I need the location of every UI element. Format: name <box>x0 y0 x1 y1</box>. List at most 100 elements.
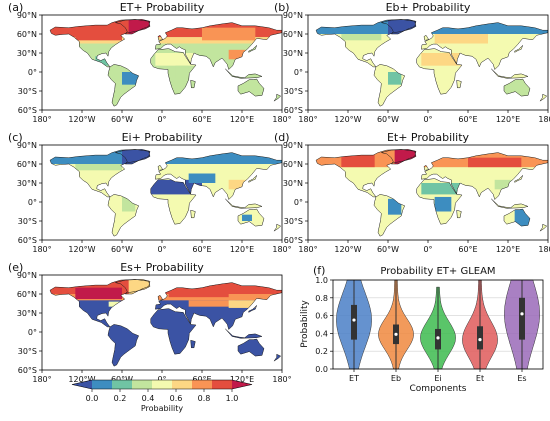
map-body-a <box>42 15 282 110</box>
probability-zone <box>95 56 109 66</box>
coastline-namerica <box>49 19 151 68</box>
coastline-greenland <box>381 19 417 35</box>
lat-tick-label: 60°S <box>284 106 303 115</box>
colorbar-cell <box>112 380 132 389</box>
colorbar-label: Probability <box>141 404 184 413</box>
coastline-namerica <box>49 279 151 328</box>
coastline-eurasia <box>155 22 282 70</box>
coastline-africa <box>150 48 197 95</box>
lat-tick-label: 60°S <box>18 366 37 375</box>
lat-tick-label: 30°N <box>283 49 303 58</box>
lat-tick-label: 0° <box>28 198 37 207</box>
probability-zone <box>108 301 122 307</box>
violin-title: Probability ET+ GLEAM <box>380 266 495 277</box>
lon-tick-label: 120°W <box>334 245 361 254</box>
lon-tick-label: 180° <box>32 115 51 124</box>
colorbar-cell <box>192 380 212 389</box>
coastline-eurasia <box>155 152 282 200</box>
probability-zone <box>341 34 382 41</box>
lat-tick-label: 90°N <box>17 271 37 280</box>
coastline-indonesia <box>225 198 263 209</box>
lat-tick-label: 60°N <box>17 290 37 299</box>
coastline-newzealand <box>539 93 548 102</box>
violin-median <box>436 336 440 340</box>
coastline-uk <box>423 164 430 171</box>
lat-tick-label: 0° <box>294 68 303 77</box>
probability-zone <box>75 287 122 300</box>
lon-tick-label: 180° <box>272 245 291 254</box>
lon-tick-label: 0° <box>157 115 166 124</box>
coastline-japan <box>248 305 257 313</box>
violin-iqr-box <box>519 297 525 340</box>
violin-xtick-label: ET <box>349 374 359 383</box>
lon-tick-label: 60°E <box>458 245 477 254</box>
violin-median <box>520 312 524 316</box>
colorbar: 0.0 0.2 0.4 0.6 0.8 1.0 Probability <box>71 379 253 413</box>
colorbar-cell <box>92 380 112 389</box>
coastline-newzealand <box>273 223 282 232</box>
lat-tick-label: 60°N <box>283 160 303 169</box>
violin-median <box>394 332 398 336</box>
coastline-samerica <box>107 64 140 107</box>
violin-xtick-label: Et <box>476 374 484 383</box>
lon-tick-label: 60°W <box>377 115 399 124</box>
coastline-samerica <box>107 324 140 367</box>
violin-xtick-label: Eb <box>391 374 401 383</box>
lat-tick-label: 90°N <box>283 11 303 20</box>
coastline-eurasia <box>155 282 282 330</box>
violin-xtick-label: Es <box>517 374 526 383</box>
violin-ytick-label: 0.8 <box>315 294 328 303</box>
coastline-australia <box>503 208 531 227</box>
coastline-japan <box>514 45 523 53</box>
panel-title-a: ET+ Probability <box>120 1 205 14</box>
colorbar-tick-label: 0.4 <box>142 394 155 403</box>
lat-tick-label: 30°N <box>17 49 37 58</box>
lon-tick-label: 120°W <box>68 115 95 124</box>
colorbar-cell <box>232 380 252 389</box>
lat-tick-label: 60°S <box>18 236 37 245</box>
panel-label-d: (d) <box>274 131 290 144</box>
coastline-namerica <box>315 149 417 198</box>
coastline-africa <box>416 178 463 225</box>
lon-tick-label: 180° <box>298 245 317 254</box>
lon-tick-label: 180° <box>272 375 291 384</box>
panel-title-e: Es+ Probability <box>120 261 204 274</box>
lon-tick-label: 60°W <box>111 245 133 254</box>
map-panel-b: (b) Eb+ Probability 90°N 60°N 30°N 0° 30°S 60… <box>274 1 550 124</box>
colorbar-tick-label: 1.0 <box>226 394 239 403</box>
lat-tick-label: 30°S <box>18 87 37 96</box>
coastline-indonesia <box>491 68 529 79</box>
violin-ytick-label: 0.2 <box>315 347 328 356</box>
violin-median <box>352 318 356 322</box>
lat-tick-label: 90°N <box>17 11 37 20</box>
lat-tick-label: 30°N <box>17 179 37 188</box>
colorbar-tick-label: 0.8 <box>198 394 211 403</box>
colorbar-tick-label: 0.6 <box>170 394 183 403</box>
probability-zone <box>228 179 246 190</box>
map-panel-c: (c) Ei+ Probability 90°N 60°N 30°N 0° 30°S 60… <box>8 131 292 254</box>
coastline-australia <box>237 78 265 97</box>
coastline-madagascar <box>190 339 196 349</box>
map-body-c <box>42 145 282 240</box>
lat-tick-label: 30°N <box>283 179 303 188</box>
probability-zone <box>242 214 252 221</box>
violin-ytick-label: 1.0 <box>315 276 328 285</box>
probability-zone <box>75 24 122 41</box>
lat-tick-label: 30°S <box>284 87 303 96</box>
lat-tick-label: 30°N <box>17 309 37 318</box>
coastline-japan <box>248 45 257 53</box>
lon-tick-label: 120°W <box>68 245 95 254</box>
violin-median <box>478 338 482 342</box>
colorbar-cell <box>152 380 172 389</box>
coastline-greenland <box>115 149 151 165</box>
lon-tick-label: 60°E <box>192 245 211 254</box>
lat-tick-label: 90°N <box>17 141 37 150</box>
probability-zone <box>421 183 462 195</box>
lat-tick-label: 60°N <box>17 30 37 39</box>
panel-title-b: Eb+ Probability <box>386 1 471 14</box>
lat-tick-label: 0° <box>28 68 37 77</box>
coastline-greenland <box>381 149 417 165</box>
coastline-japan <box>514 175 523 183</box>
violin-ytick-label: 0.6 <box>315 312 328 321</box>
coastline-indonesia <box>225 328 263 339</box>
